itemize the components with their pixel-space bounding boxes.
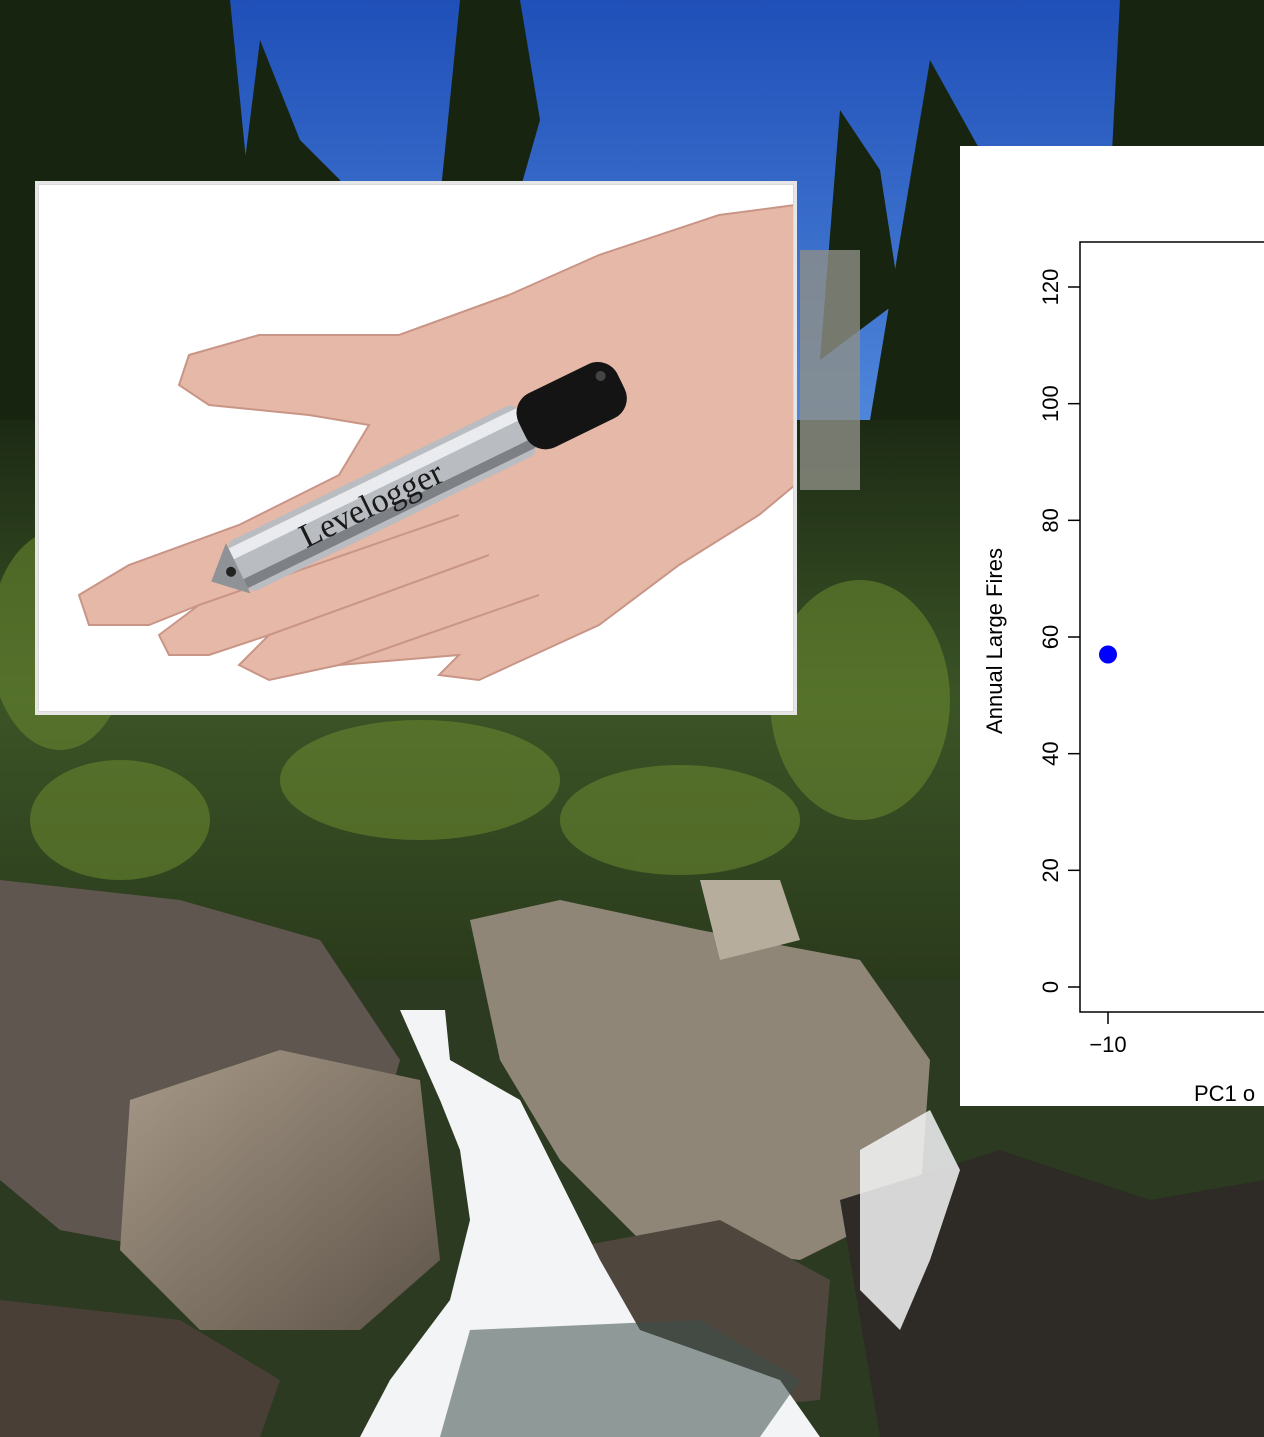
x-axis: −10 [1089, 1012, 1127, 1057]
boulders [0, 880, 1264, 1437]
y-tick-label: 120 [1038, 269, 1063, 306]
y-axis-title: Annual Large Fires [982, 548, 1007, 734]
levelogger-photo-inset: Levelogger [38, 184, 794, 712]
fires-scatter-chart: 0 20 40 60 80 100 120 −10 Annual Large Fires P… [960, 146, 1264, 1106]
y-tick-label: 40 [1038, 741, 1063, 765]
foliage-highlights [0, 530, 950, 880]
pool [440, 1320, 800, 1437]
x-tick-label: −10 [1089, 1032, 1126, 1057]
scatter-point [1099, 645, 1117, 664]
data-points [1099, 645, 1117, 664]
plot-frame [1079, 241, 1264, 1013]
hand-with-logger-illustration: Levelogger [39, 185, 793, 711]
y-tick-label: 80 [1038, 508, 1063, 532]
y-tick-label: 100 [1038, 385, 1063, 422]
y-tick-label: 60 [1038, 625, 1063, 649]
cliff [800, 250, 860, 490]
x-axis-title: PC1 o [1194, 1081, 1255, 1106]
y-axis: 0 20 40 60 80 100 120 [1038, 269, 1080, 993]
y-tick-label: 0 [1038, 981, 1063, 993]
chart-canvas: 0 20 40 60 80 100 120 −10 Annual Large Fires P… [982, 241, 1264, 1106]
y-tick-label: 20 [1038, 858, 1063, 882]
